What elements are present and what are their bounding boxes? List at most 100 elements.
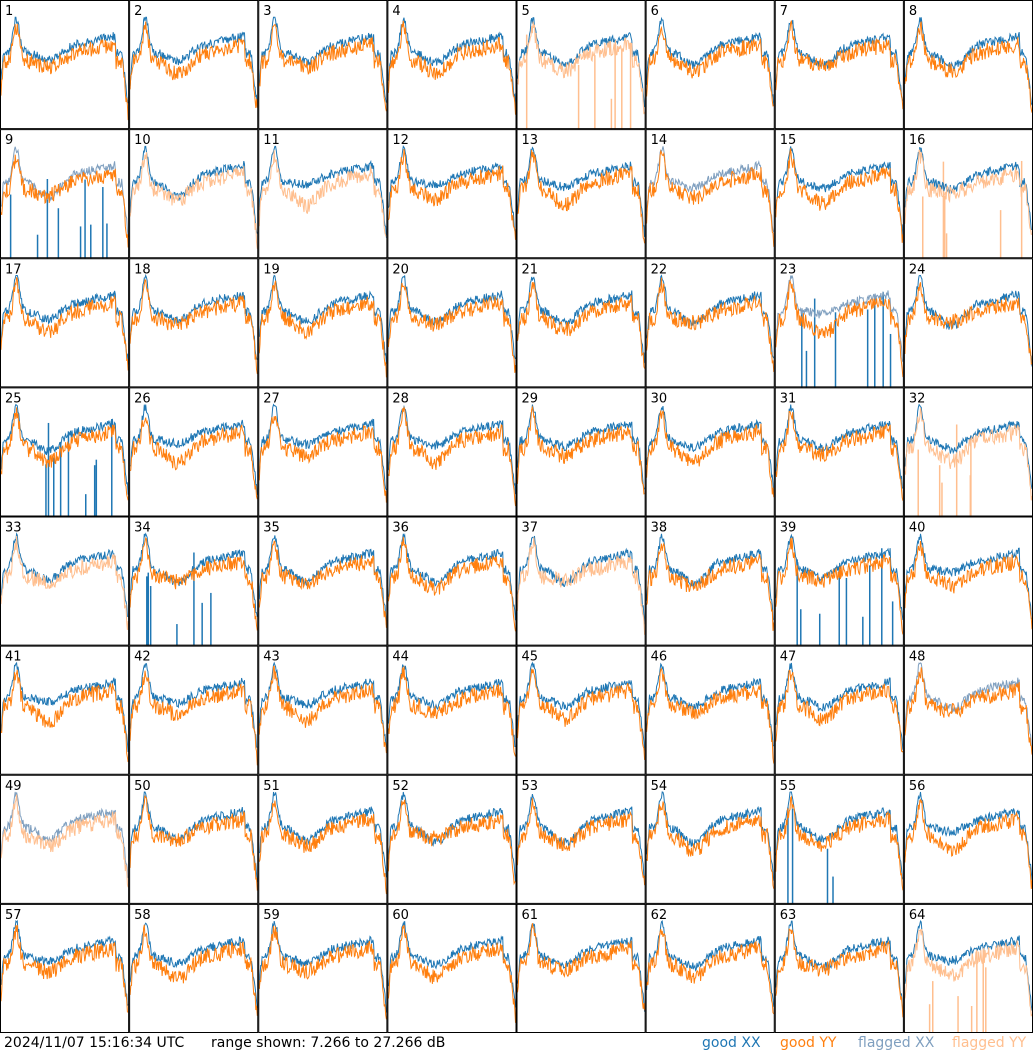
series-xx-line xyxy=(387,145,516,233)
series-yy-line xyxy=(904,149,1033,236)
panel-14: 14 xyxy=(645,129,775,259)
series-xx-line xyxy=(775,662,904,750)
panel-frame xyxy=(129,645,259,775)
series-xx-line xyxy=(129,922,258,1009)
panel-label: 62 xyxy=(651,908,668,923)
series-yy-line xyxy=(0,924,129,1013)
series-xx-line xyxy=(517,661,646,751)
panel-label: 45 xyxy=(522,650,539,665)
panel-35: 35 xyxy=(258,516,388,646)
panel-frame xyxy=(0,258,130,388)
panel-38: 38 xyxy=(645,516,775,646)
series-yy-line xyxy=(775,279,904,378)
series-yy-line xyxy=(129,21,258,109)
series-xx-line xyxy=(517,535,646,625)
series-yy-line xyxy=(387,406,516,507)
panel-label: 64 xyxy=(909,908,926,923)
panel-label: 15 xyxy=(780,133,797,148)
panel-frame xyxy=(129,903,259,1033)
panel-label: 38 xyxy=(651,521,668,536)
panel-58: 58 xyxy=(129,903,259,1033)
panel-label: 16 xyxy=(909,133,926,148)
panel-label: 53 xyxy=(522,779,539,794)
panel-frame xyxy=(645,903,775,1033)
panel-frame xyxy=(903,129,1033,259)
panel-label: 57 xyxy=(5,908,22,923)
panel-frame xyxy=(516,774,646,904)
panel-label: 29 xyxy=(522,391,539,406)
panel-frame xyxy=(0,0,130,130)
panel-37: 37 xyxy=(516,516,646,646)
series-xx-line xyxy=(0,16,129,104)
panel-label: 52 xyxy=(392,779,409,794)
series-xx-line xyxy=(904,275,1033,367)
panel-2: 2 xyxy=(129,0,259,130)
panel-41: 41 xyxy=(0,645,130,775)
series-yy-line xyxy=(517,282,646,369)
series-xx-line xyxy=(0,146,129,238)
panel-33: 33 xyxy=(0,516,130,646)
panel-label: 54 xyxy=(651,779,668,794)
panel-frame xyxy=(129,387,259,517)
panel-59: 59 xyxy=(258,903,388,1033)
series-xx-line xyxy=(0,791,129,879)
series-yy-line xyxy=(904,408,1033,501)
panel-frame xyxy=(903,645,1033,775)
panel-55: 55 xyxy=(774,774,904,904)
panel-frame xyxy=(774,129,904,259)
panel-label: 5 xyxy=(522,4,530,19)
panel-frame xyxy=(645,645,775,775)
series-yy-line xyxy=(775,669,904,753)
panel-frame xyxy=(903,774,1033,904)
series-yy-line xyxy=(129,924,258,1016)
series-xx-line xyxy=(904,533,1033,620)
series-yy-line xyxy=(0,23,129,121)
series-xx-line xyxy=(517,404,646,490)
panel-label: 33 xyxy=(5,521,22,536)
series-xx-line xyxy=(387,921,516,1008)
series-yy-line xyxy=(517,668,646,761)
panel-frame xyxy=(258,129,388,259)
panel-label: 42 xyxy=(134,650,151,665)
panel-15: 15 xyxy=(774,129,904,259)
panel-frame xyxy=(258,645,388,775)
series-xx-line xyxy=(904,17,1033,106)
panel-frame xyxy=(645,516,775,646)
series-yy-line xyxy=(129,152,258,249)
series-yy-line xyxy=(129,417,258,500)
panel-label: 9 xyxy=(5,133,13,148)
panel-frame xyxy=(903,516,1033,646)
series-yy-line xyxy=(517,405,645,495)
panel-label: 41 xyxy=(5,650,22,665)
panel-frame xyxy=(774,903,904,1033)
series-xx-line xyxy=(904,147,1033,230)
panel-frame xyxy=(258,387,388,517)
panel-3: 3 xyxy=(258,0,388,130)
panel-63: 63 xyxy=(774,903,904,1033)
series-xx-line xyxy=(387,791,516,882)
panel-label: 7 xyxy=(780,4,788,19)
panel-frame xyxy=(387,129,517,259)
series-xx-line xyxy=(517,923,646,1012)
series-xx-line xyxy=(387,17,516,107)
series-xx-line xyxy=(517,793,645,879)
panel-frame xyxy=(129,774,259,904)
panel-label: 17 xyxy=(5,262,22,277)
series-yy-line xyxy=(904,21,1033,113)
panel-frame xyxy=(516,0,646,130)
panel-51: 51 xyxy=(258,774,388,904)
panel-frame xyxy=(645,0,775,130)
panel-label: 25 xyxy=(5,391,22,406)
panel-40: 40 xyxy=(903,516,1033,646)
series-xx-line xyxy=(646,533,774,620)
panel-42: 42 xyxy=(129,645,259,775)
panel-36: 36 xyxy=(387,516,517,646)
legend-good-yy: good YY xyxy=(780,1035,837,1051)
series-yy-line xyxy=(775,795,904,891)
panel-52: 52 xyxy=(387,774,517,904)
panel-frame xyxy=(645,258,775,388)
series-xx-line xyxy=(129,145,258,234)
series-yy-line xyxy=(517,537,646,635)
panel-label: 32 xyxy=(909,391,926,406)
panel-frame xyxy=(903,258,1033,388)
